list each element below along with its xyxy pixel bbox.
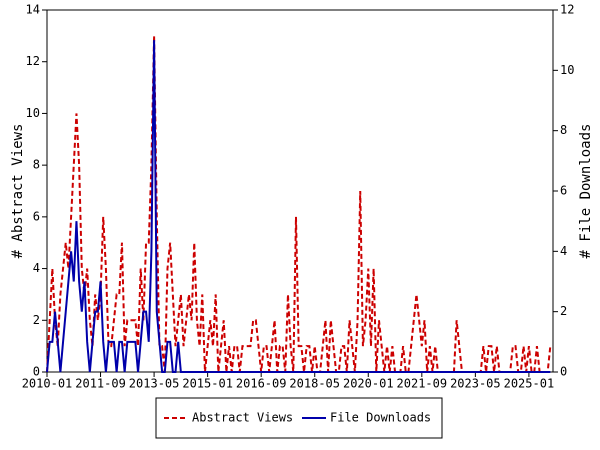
x-tick-label: 2021-09 [397, 377, 448, 391]
y-tick-label: 4 [33, 261, 40, 275]
y2-tick-label: 6 [560, 184, 567, 198]
y-axis-label: # Abstract Views [10, 124, 26, 259]
x-tick-label: 2020-01 [343, 377, 394, 391]
x-tick-label: 2018-05 [289, 377, 340, 391]
x-tick-label: 2016-09 [236, 377, 287, 391]
x-tick-label: 2023-05 [450, 377, 501, 391]
y2-tick-label: 8 [560, 123, 567, 137]
y2-tick-label: 12 [560, 3, 574, 17]
plot-frame [46, 9, 554, 373]
x-tick-label: 2015-01 [182, 377, 233, 391]
y-tick-label: 10 [26, 106, 40, 120]
x-tick-label: 2010-01 [22, 377, 73, 391]
y-tick-label: 2 [33, 313, 40, 327]
y-tick-label: 8 [33, 158, 40, 172]
legend-label: File Downloads [330, 411, 431, 425]
legend-label: Abstract Views [192, 411, 293, 425]
y2-tick-label: 10 [560, 63, 574, 77]
y2-tick-label: 0 [560, 365, 567, 379]
y2-tick-label: 2 [560, 304, 567, 318]
series-line [46, 40, 551, 373]
series-line [46, 35, 552, 373]
x-tick-label: 2013-05 [129, 377, 180, 391]
y-tick-label: 0 [33, 365, 40, 379]
y-tick-label: 12 [26, 54, 40, 68]
x-tick-label: 2025-01 [504, 377, 555, 391]
legend-box [155, 397, 443, 439]
y-tick-label: 14 [26, 3, 40, 17]
y2-axis-label: # File Downloads [578, 124, 594, 259]
y2-tick-label: 4 [560, 244, 567, 258]
y-tick-label: 6 [33, 209, 40, 223]
x-tick-label: 2011-09 [75, 377, 126, 391]
